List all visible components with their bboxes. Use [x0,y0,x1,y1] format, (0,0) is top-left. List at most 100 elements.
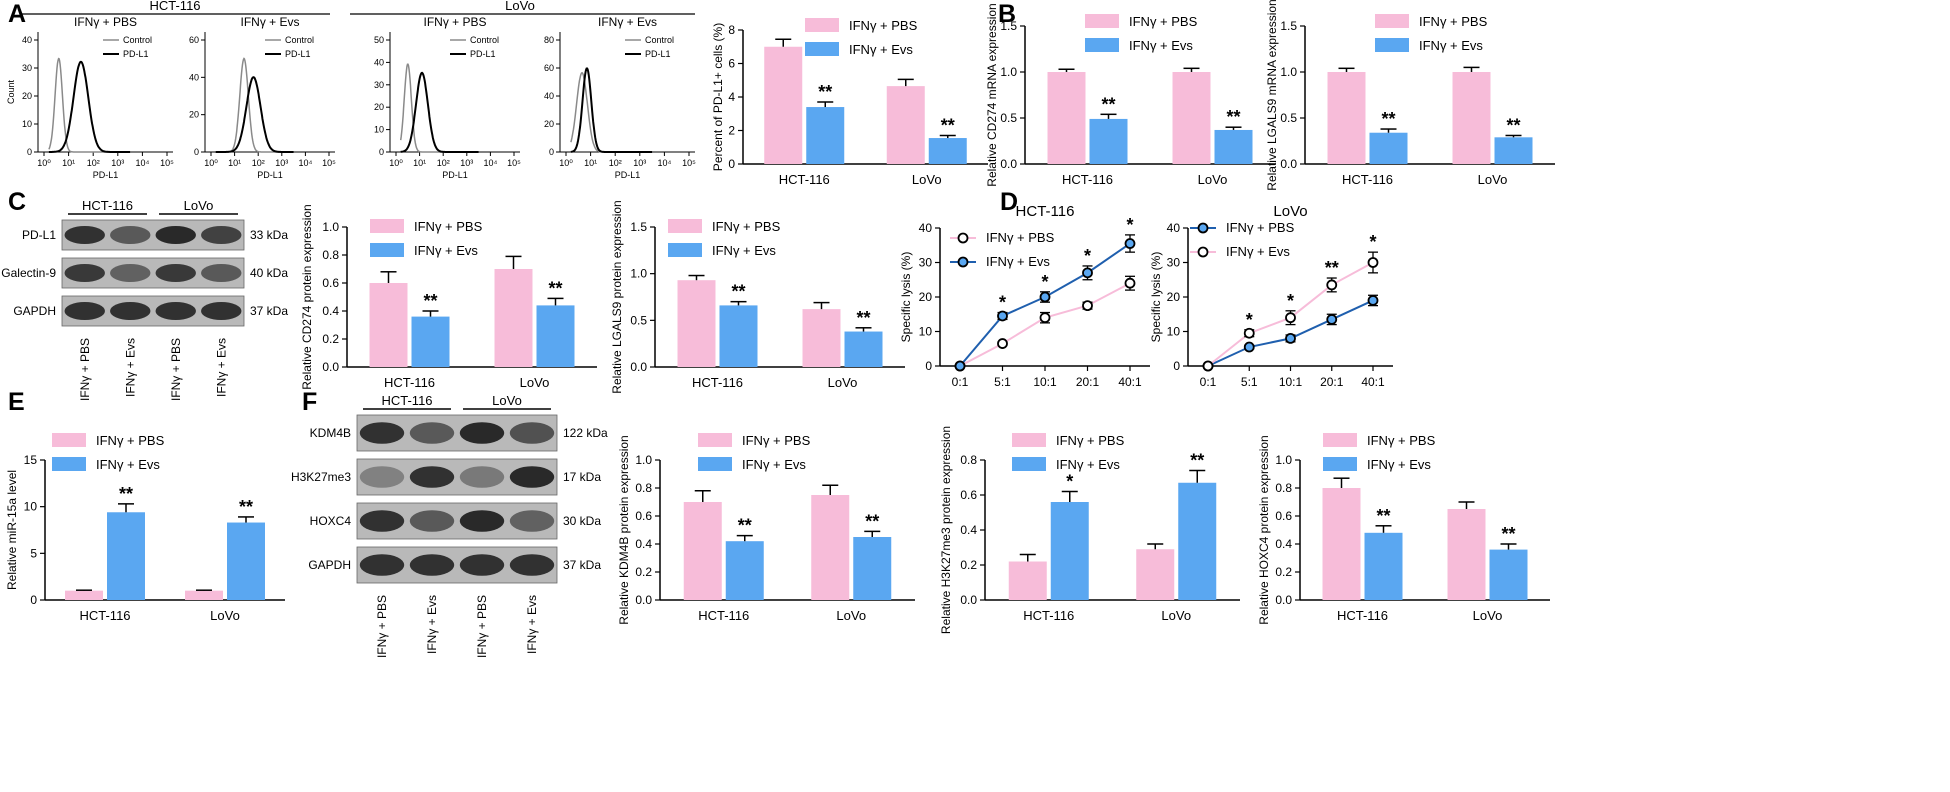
data-point [1326,314,1338,325]
y-tick-label: 10 [1167,325,1181,339]
protein-band [409,466,455,488]
x-category-label: HCT-116 [384,375,435,390]
x-tick-label: 0:1 [952,375,969,389]
protein-band [359,422,405,444]
data-point [997,310,1008,322]
protein-band [155,264,196,282]
x-category-label: LoVo [836,608,866,623]
protein-band [110,302,151,320]
significance-mark: * [999,293,1006,313]
x-axis-label: PD-L1 [257,170,283,180]
protein-band [110,264,151,282]
y-tick-label: 0.2 [960,558,977,572]
significance-mark: ** [856,308,870,328]
chart-c1: 0.0 0.2 0.4 0.6 0.8 1.0 Relative CD274 protein… [300,204,597,390]
y-tick-label: 10 [919,325,933,339]
protein-band [201,302,242,320]
significance-mark: ** [548,278,562,298]
significance-mark: * [1041,272,1048,292]
y-tick-label: 20 [22,91,32,101]
bar-pbs [1172,72,1211,164]
significance-mark: * [1287,291,1294,311]
protein-label: HOXC4 [310,514,352,528]
y-tick-label: 0.6 [960,488,977,502]
y-tick-label: 1.0 [635,453,652,467]
legend-label: IFNγ + Evs [1129,38,1193,53]
molecular-weight-label: 37 kDa [563,558,601,572]
protein-band [201,226,242,244]
legend-label: IFNγ + Evs [849,42,913,57]
data-point [1202,360,1214,372]
lane-label: IFNγ + Evs [525,595,539,654]
chart-f2: 0.0 0.2 0.4 0.6 0.8 Relative H3K27me3 protein… [939,426,1240,634]
y-tick-label: 0.6 [635,509,652,523]
bar-pbs [1008,561,1047,600]
bar-pbs [494,269,533,367]
y-tick-label: 40 [544,91,554,101]
y-tick-label: 0.0 [1280,157,1297,171]
x-tick-label: 10² [252,158,265,168]
legend-label: IFNγ + PBS [1129,14,1198,29]
x-tick-label: 0:1 [1200,375,1217,389]
y-tick-label: 20 [919,290,933,304]
bar-evs [806,107,845,164]
bar-pbs [1047,72,1086,164]
y-axis-label: Relative KDM4B protein expression [617,435,631,624]
blot-group-label: HCT-116 [82,198,133,213]
y-tick-label: 30 [1167,256,1181,270]
y-tick-label: 0 [549,147,554,157]
y-tick-label: 0.2 [635,565,652,579]
protein-band [155,302,196,320]
protein-band [201,264,242,282]
y-tick-label: 20 [374,102,384,112]
y-tick-label: 1.5 [630,220,647,234]
y-tick-label: 0.0 [960,593,977,607]
bar-evs [853,537,892,600]
legend-label: PD-L1 [123,49,149,59]
y-axis-label: Specific lysis (%) [1149,252,1163,343]
data-point [1285,312,1296,324]
legend-label: Control [285,35,314,45]
blot-group-label: HCT-116 [381,393,432,408]
bar-pbs [764,46,803,164]
pdl1-histogram-curve [570,67,653,153]
x-axis-label: PD-L1 [615,170,641,180]
pdl1-histogram-curve [400,71,479,153]
significance-mark: * [1246,310,1253,330]
protein-label: GAPDH [308,558,351,572]
bar-pbs [811,495,850,600]
lane-label: IFNγ + PBS [78,338,92,401]
protein-band [459,466,505,488]
y-tick-label: 1.5 [1280,19,1297,33]
y-tick-label: 40 [189,72,199,82]
x-tick-label: 10⁴ [135,158,149,168]
legend-label: Control [645,35,674,45]
y-tick-label: 50 [374,35,384,45]
y-tick-label: 20 [1167,290,1181,304]
significance-mark: ** [941,116,955,136]
y-axis-label: Count [6,80,16,105]
chart-d1: 0 10 20 30 40 0:1 5:1 10:1 20:1 40:1 HCT-116 Specif… [899,203,1150,389]
data-point [954,360,966,372]
y-tick-label: 0.4 [635,537,652,551]
molecular-weight-label: 40 kDa [250,266,288,280]
x-tick-label: 10⁴ [298,158,312,168]
bar-evs [1178,482,1217,600]
legend-label: IFNγ + Evs [1419,38,1483,53]
x-tick-label: 10⁴ [657,158,671,168]
legend-label: PD-L1 [470,49,496,59]
legend-swatch-evs [1012,457,1046,471]
significance-mark: * [1084,246,1091,266]
bar-evs [536,305,575,367]
x-category-label: LoVo [210,608,240,623]
bar-pbs [886,86,925,164]
legend-swatch-pbs [698,433,732,447]
y-tick-label: 4 [728,90,735,104]
cell-line-header: HCT-116 [149,0,200,13]
protein-band [64,302,105,320]
cell-line-header: LoVo [505,0,535,13]
bar-evs [1489,549,1528,600]
significance-mark: ** [731,282,745,302]
x-tick-label: 40:1 [1118,375,1142,389]
